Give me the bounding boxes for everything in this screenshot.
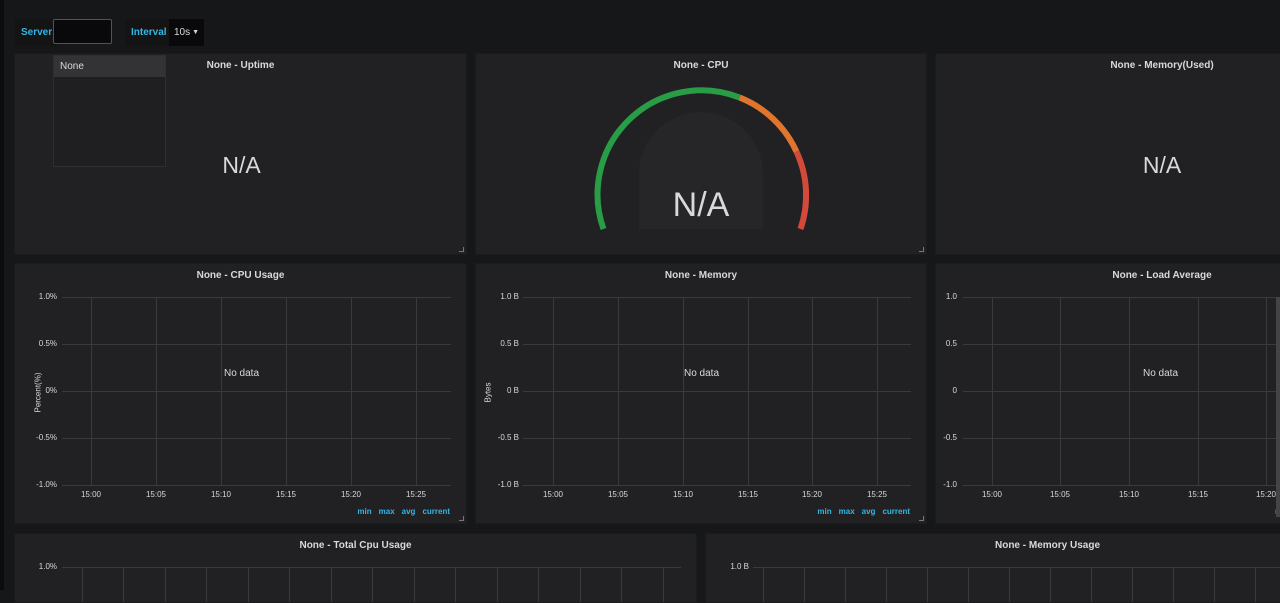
total-cpu-usage-grid: [62, 567, 681, 602]
panel-title[interactable]: None - CPU Usage: [196, 270, 285, 281]
server-dropdown-menu: None: [53, 55, 166, 167]
x-tick: 15:00: [542, 490, 564, 499]
y-tick: 0%: [45, 386, 57, 395]
x-tick: 15:05: [145, 490, 167, 499]
panel-title[interactable]: None - Total Cpu Usage: [299, 540, 412, 551]
x-tick: 15:20: [340, 490, 362, 499]
panel-memory: None - Memory Bytes 1.0 B 0.5 B 0 B -0.5…: [475, 263, 927, 524]
no-data-message: No data: [1143, 368, 1179, 379]
server-variable-label: Server: [15, 19, 59, 46]
resize-handle-icon[interactable]: [459, 247, 464, 252]
panel-load-average: None - Load Average 1.0 0.5 0 -0.5 -1.0 …: [935, 263, 1280, 524]
uptime-value: N/A: [222, 152, 261, 178]
panel-title[interactable]: None - Memory(Used): [1110, 60, 1214, 71]
x-tick: 15:15: [737, 490, 759, 499]
cpu-value: N/A: [672, 186, 730, 224]
cpu-gauge: [594, 87, 810, 230]
resize-handle-icon[interactable]: [919, 247, 924, 252]
interval-value: 10s: [174, 27, 191, 38]
legend-min[interactable]: min: [357, 507, 372, 516]
y-tick: -1.0%: [36, 480, 57, 489]
panel-title[interactable]: None - Uptime: [206, 60, 275, 71]
y-tick: -0.5: [943, 433, 957, 442]
resize-handle-icon[interactable]: [459, 516, 464, 521]
y-tick: 1.0%: [38, 292, 57, 301]
panel-memory-usage: None - Memory Usage 1.0 B: [705, 533, 1280, 603]
y-tick: -1.0 B: [497, 480, 519, 489]
panel-title[interactable]: None - Memory: [664, 270, 738, 281]
panel-memory-used: None - Memory(Used) N/A: [935, 53, 1280, 255]
memory-used-value: N/A: [1142, 152, 1182, 178]
x-tick: 15:00: [981, 490, 1003, 499]
y-tick: 0 B: [506, 386, 519, 395]
legend-current[interactable]: current: [882, 507, 910, 516]
y-tick: 0.5%: [38, 339, 57, 348]
y-tick: 1.0 B: [500, 292, 519, 301]
load-average-grid: [963, 297, 1280, 486]
y-tick: 1.0 B: [730, 562, 749, 571]
server-variable-input[interactable]: [53, 19, 112, 44]
y-tick: 0.5: [945, 339, 957, 348]
panel-title[interactable]: None - CPU: [673, 60, 729, 71]
x-tick: 15:20: [1255, 490, 1277, 499]
x-tick: 15:10: [210, 490, 232, 499]
no-data-message: No data: [224, 368, 260, 379]
panel-cpu-usage: None - CPU Usage Percent(%) 1.0% 0.5% 0%…: [14, 263, 467, 524]
legend-header: min max avg current: [350, 507, 450, 516]
legend-max[interactable]: max: [378, 507, 395, 516]
x-tick: 15:05: [1049, 490, 1071, 499]
panel-title[interactable]: None - Memory Usage: [994, 540, 1101, 551]
x-tick: 15:25: [405, 490, 427, 499]
x-tick: 15:15: [275, 490, 297, 499]
y-tick: -0.5 B: [497, 433, 519, 442]
x-tick: 15:25: [866, 490, 888, 499]
y-tick: 1.0%: [38, 562, 57, 571]
scrollbar[interactable]: [1276, 297, 1280, 517]
resize-handle-icon[interactable]: [919, 516, 924, 521]
x-tick: 15:10: [672, 490, 694, 499]
legend-avg[interactable]: avg: [401, 507, 416, 516]
panel-title[interactable]: None - Load Average: [1112, 270, 1212, 281]
memory-grid: [523, 297, 911, 486]
y-tick: -1.0: [943, 480, 957, 489]
y-tick: -0.5%: [36, 433, 57, 442]
cpu-usage-grid: [62, 297, 451, 486]
y-tick: 0: [952, 386, 957, 395]
x-tick: 15:15: [1187, 490, 1209, 499]
x-tick: 15:10: [1118, 490, 1140, 499]
panel-total-cpu-usage: None - Total Cpu Usage 1.0%: [14, 533, 697, 603]
y-tick: 1.0: [945, 292, 957, 301]
legend-min[interactable]: min: [817, 507, 832, 516]
caret-down-icon: ▼: [192, 29, 200, 36]
x-tick: 15:00: [80, 490, 102, 499]
legend-avg[interactable]: avg: [861, 507, 876, 516]
interval-variable-select[interactable]: 10s ▼: [169, 19, 204, 46]
interval-variable-label: Interval: [125, 19, 173, 46]
legend-current[interactable]: current: [422, 507, 450, 516]
legend-header: min max avg current: [810, 507, 910, 516]
memory-usage-grid: [753, 567, 1280, 602]
no-data-message: No data: [684, 368, 720, 379]
dropdown-option-none[interactable]: None: [54, 56, 165, 77]
x-tick: 15:05: [607, 490, 629, 499]
y-tick: 0.5 B: [500, 339, 519, 348]
x-tick: 15:20: [801, 490, 823, 499]
legend-max[interactable]: max: [838, 507, 855, 516]
sidebar-edge: [0, 0, 4, 590]
panel-cpu: None - CPU N/A: [475, 53, 927, 255]
